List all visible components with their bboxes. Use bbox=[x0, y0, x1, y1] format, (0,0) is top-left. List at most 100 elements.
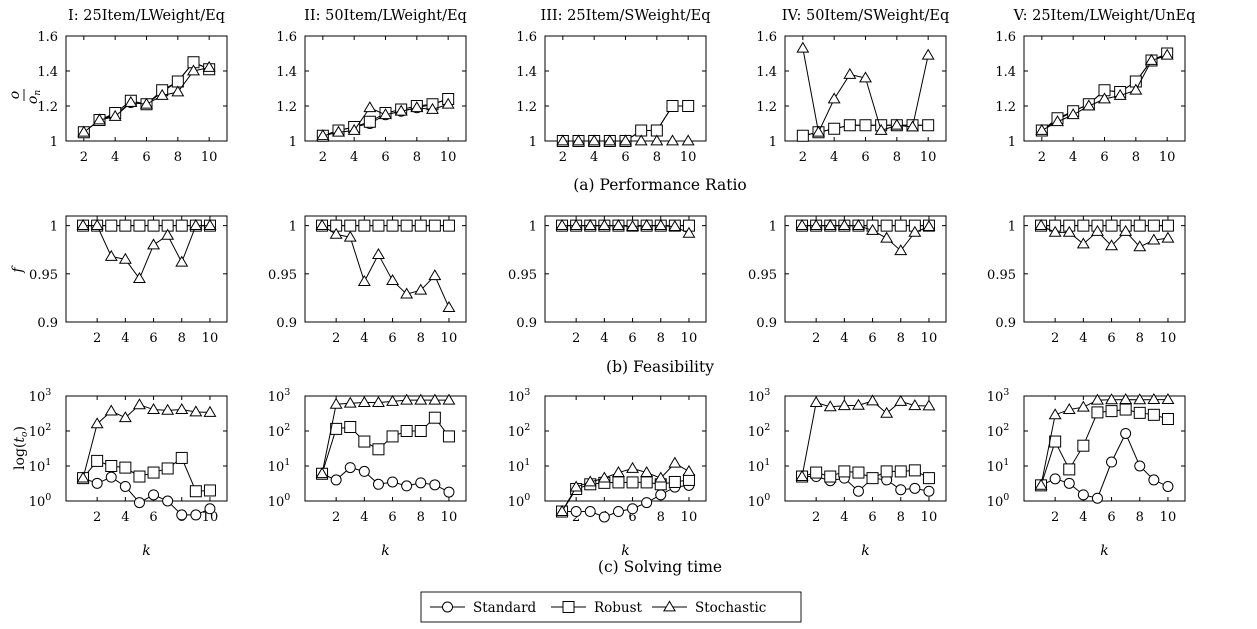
series-stochastic bbox=[76, 219, 217, 284]
marker-triangle bbox=[851, 398, 865, 410]
marker-square bbox=[828, 122, 841, 135]
x-tick-label: 10 bbox=[1159, 150, 1176, 165]
marker-square bbox=[414, 425, 427, 437]
marker-circle bbox=[655, 489, 667, 501]
series-stochastic bbox=[795, 219, 936, 256]
marker-circle bbox=[119, 480, 131, 492]
series-line bbox=[801, 469, 930, 479]
marker-triangle bbox=[809, 219, 823, 231]
x-tick-label: 10 bbox=[441, 331, 458, 346]
marker-triangle bbox=[442, 300, 456, 312]
x-tick-label: 10 bbox=[202, 510, 219, 525]
panel-r1-c5: 1 1.2 1.4 1.6 2 4 6 8 10 bbox=[995, 30, 1186, 165]
y-tick-label: 0.95 bbox=[29, 268, 58, 283]
x-tick-label: 4 bbox=[121, 331, 129, 346]
marker-triangle bbox=[161, 403, 175, 415]
marker-triangle bbox=[426, 102, 439, 114]
legend: Standard Robust Stochastic bbox=[420, 591, 802, 623]
y-tick-label: 1.6 bbox=[995, 30, 1016, 45]
legend-marker-circle bbox=[442, 601, 453, 613]
marker-triangle bbox=[569, 219, 583, 231]
x-tick-label: 10 bbox=[1160, 510, 1177, 525]
panel-r3-c5: 100 101 102 103 2 4 6 8 10 k bbox=[987, 387, 1186, 559]
panel-r2-c5: 0.9 0.95 1 2 4 6 8 10 bbox=[987, 215, 1186, 346]
x-tick-label: 4 bbox=[360, 510, 368, 525]
series-line bbox=[1040, 225, 1169, 248]
series-line bbox=[82, 457, 210, 492]
panel-frame bbox=[544, 395, 707, 502]
marker-circle bbox=[627, 503, 639, 515]
marker-triangle bbox=[1113, 88, 1127, 100]
marker-triangle bbox=[316, 129, 330, 141]
marker-triangle bbox=[1161, 392, 1175, 405]
marker-square bbox=[400, 425, 413, 437]
series-line bbox=[802, 476, 930, 492]
y-tick-label: 101 bbox=[268, 457, 291, 475]
marker-square bbox=[358, 219, 371, 232]
x-tick-label: 10 bbox=[440, 150, 457, 165]
marker-triangle bbox=[611, 219, 625, 231]
series-line bbox=[801, 400, 929, 477]
panel-r2-c3: 0.9 0.95 1 2 4 6 8 10 bbox=[508, 215, 707, 346]
series-stochastic bbox=[315, 393, 456, 479]
marker-triangle bbox=[400, 393, 414, 405]
marker-square bbox=[91, 454, 104, 467]
marker-circle bbox=[429, 479, 441, 491]
marker-triangle bbox=[890, 118, 904, 130]
marker-triangle bbox=[654, 219, 668, 231]
marker-square bbox=[147, 466, 160, 479]
series-stochastic bbox=[555, 219, 696, 238]
marker-triangle bbox=[1098, 92, 1111, 104]
y-tick-label: 0.9 bbox=[995, 316, 1016, 331]
x-axis-label: k bbox=[381, 543, 389, 559]
x-tick-label: 4 bbox=[1069, 150, 1077, 165]
marker-square bbox=[105, 219, 118, 232]
marker-circle bbox=[358, 465, 370, 477]
y-tick-label: 100 bbox=[748, 492, 771, 510]
marker-triangle bbox=[1062, 225, 1076, 237]
marker-circle bbox=[598, 511, 610, 523]
series-stochastic bbox=[77, 60, 216, 137]
marker-square bbox=[1077, 439, 1090, 452]
legend-entry-standard: Standard bbox=[430, 600, 537, 616]
marker-square bbox=[1105, 219, 1118, 232]
series-line bbox=[321, 467, 450, 493]
marker-circle bbox=[133, 497, 145, 509]
marker-square bbox=[796, 129, 809, 142]
x-tick-label: 2 bbox=[812, 331, 820, 346]
marker-triangle bbox=[851, 219, 865, 231]
panel-frame bbox=[304, 395, 467, 502]
y-tick-label: 1.4 bbox=[37, 65, 58, 80]
x-tick-label: 2 bbox=[80, 150, 88, 165]
marker-triangle bbox=[410, 101, 424, 113]
panel-frame bbox=[65, 395, 228, 502]
marker-triangle bbox=[414, 283, 428, 295]
marker-square bbox=[838, 465, 851, 478]
marker-triangle bbox=[921, 48, 935, 60]
marker-square bbox=[372, 219, 385, 232]
series-stochastic bbox=[316, 97, 455, 141]
legend-entry-robust: Robust bbox=[551, 600, 643, 616]
marker-triangle bbox=[1129, 83, 1143, 95]
y-tick-label: 1 bbox=[1008, 220, 1016, 235]
marker-square bbox=[1133, 406, 1146, 419]
row-caption: (a) Performance Ratio bbox=[573, 176, 747, 194]
marker-triangle bbox=[837, 399, 851, 411]
marker-triangle bbox=[315, 219, 329, 231]
marker-triangle bbox=[1048, 408, 1062, 420]
marker-square bbox=[147, 219, 160, 232]
marker-triangle bbox=[1090, 393, 1104, 405]
marker-triangle bbox=[583, 475, 597, 487]
marker-triangle bbox=[1133, 393, 1147, 405]
y-tick-label: 1.2 bbox=[516, 100, 537, 115]
y-tick-label: 100 bbox=[29, 492, 52, 510]
marker-circle bbox=[1148, 474, 1160, 486]
marker-square bbox=[171, 75, 184, 88]
marker-triangle bbox=[809, 395, 823, 407]
marker-square bbox=[1133, 219, 1146, 232]
y-tick-label: 0.95 bbox=[987, 268, 1016, 283]
marker-circle bbox=[415, 477, 427, 489]
marker-triangle bbox=[668, 456, 682, 468]
marker-square bbox=[626, 476, 639, 489]
